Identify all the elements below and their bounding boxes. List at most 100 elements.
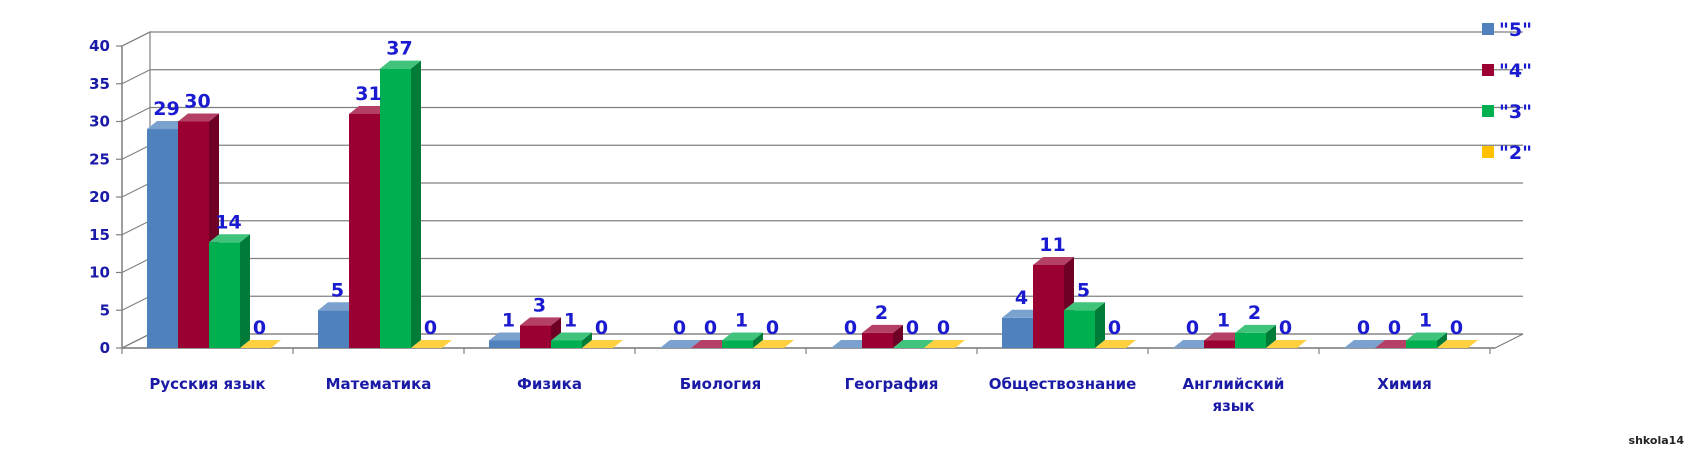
bar [1235,324,1276,348]
data-label: 29 [153,98,179,120]
data-label: 0 [844,317,857,339]
data-label: 0 [1108,317,1121,339]
data-label: 0 [424,317,437,339]
bar [1375,340,1416,348]
legend-label: "3" [1499,101,1532,123]
bar-top [893,340,934,348]
bar [753,340,794,348]
bar-front [722,340,753,348]
gridline-side [121,257,151,274]
bar-front [1406,340,1437,348]
data-label: 30 [184,91,210,113]
data-label: 1 [1419,309,1432,331]
y-tick-label: 20 [89,188,110,206]
bar [722,332,763,348]
bar [1406,332,1447,348]
y-axis-tick-labels: 0 5 10 15 20 25 30 35 40 [89,37,110,357]
bar-side [753,332,763,348]
bar-top [660,340,701,348]
bar-top [1064,302,1105,311]
data-label: 0 [1186,317,1199,339]
bar-top [147,121,188,130]
data-label: 1 [1217,309,1230,331]
data-label: 5 [1077,279,1090,301]
bar [660,340,701,348]
bar-top [691,340,732,348]
data-label: 0 [704,317,717,339]
data-label: 0 [1357,317,1370,339]
data-label: 0 [1279,317,1292,339]
data-label: 0 [253,317,266,339]
bar-side [411,60,421,349]
x-axis-category-labels: Русския язык Математика Физика Биология Геог… [149,375,1431,415]
bar-front [862,332,893,348]
bar-top [1406,332,1447,341]
bar-top [831,340,872,348]
bar-top [1344,340,1385,348]
legend-swatch [1482,146,1494,158]
x-category-label-line: Английский [1183,375,1285,393]
bar-top [1437,340,1478,348]
bar-side [893,324,903,348]
data-label: 11 [1039,234,1065,256]
bar-front [178,121,209,348]
data-label: 5 [331,279,344,301]
x-category-label: Английский язык [1183,375,1285,415]
bar [209,234,250,348]
data-label: 2 [875,302,888,324]
x-category-label-line: язык [1212,397,1254,415]
legend-swatch [1482,105,1494,117]
bar-side [1095,302,1105,348]
bar-top [551,332,592,341]
bar-top [862,324,903,333]
x-category-label: Биология [680,375,762,393]
bar-front [1204,340,1235,348]
bar-top [380,60,421,69]
gridline-side [121,144,151,160]
bar-top [722,332,763,341]
bar-front [1064,310,1095,348]
data-label: 1 [502,309,515,331]
y-tick-label: 15 [89,226,110,244]
y-tick-label: 5 [100,301,110,319]
data-label: 0 [673,317,686,339]
data-label: 0 [595,317,608,339]
bar-top [1095,340,1136,348]
bar [551,332,592,348]
bar-top [753,340,794,348]
data-label: 1 [564,309,577,331]
bar [1344,340,1385,348]
legend-swatch [1482,64,1494,76]
data-label: 2 [1248,302,1261,324]
gridline-side [121,333,151,349]
data-label: 0 [1388,317,1401,339]
bar [1064,302,1105,348]
bar-top [318,302,359,311]
x-category-label: География [845,375,939,393]
legend-item: "4" [1482,60,1532,82]
bar-top [924,340,965,348]
legend-item: "2" [1482,142,1532,164]
legend-item: "5" [1482,19,1532,41]
bar [582,340,623,348]
bar-side [240,234,250,348]
bar [1437,340,1478,348]
bar-front [318,310,349,348]
bar [1173,340,1214,348]
bar-front [551,340,582,348]
bar-top [520,317,561,326]
bar-top [240,340,281,348]
data-label: 3 [533,294,546,316]
legend-label: "5" [1499,19,1532,41]
bar [380,60,421,349]
data-label: 0 [906,317,919,339]
x-category-label: Математика [326,375,432,393]
gridline-side [121,295,151,311]
bar-top [1173,340,1214,348]
y-tick-label: 25 [89,150,110,168]
bar-top [489,332,530,341]
gridline-side [121,220,151,236]
data-label: 0 [937,317,950,339]
